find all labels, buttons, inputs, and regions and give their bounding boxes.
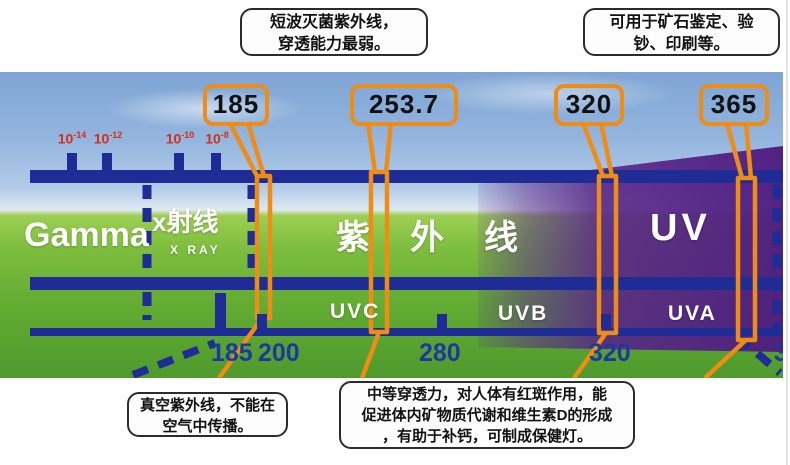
pointer-185-tail-right [245,122,267,177]
lower-tick-320 [601,314,611,328]
band-label-gamma: Gamma [24,216,149,254]
callout-uva-use-line1: 可用于矿石鉴定、验 [609,14,754,31]
upper-tick-1 [67,153,77,171]
callout-germicidal: 短波灭菌紫外线， 穿透能力最弱。 [240,8,428,56]
pointer-253-diagonal [359,331,382,378]
callout-vacuum-uv: 真空紫外线，不能在 空气中传播。 [127,392,288,437]
wavelength-bubble-253: 253.7 [350,84,458,126]
subband-label-uvb: UVB [498,302,549,325]
scale-number-200: 200 [258,339,300,367]
spectrum-top-bar [30,170,783,183]
callout-uvb-line1: 中等穿透力，对人体有红斑作用，能 [366,386,607,403]
callout-uvb-line2: 促进体内矿物质代谢和维生素D的形成 [361,407,613,424]
upper-tick-2 [102,153,112,171]
callout-vacuum-uv-line2: 空气中传播。 [162,418,253,435]
band-label-xray-cn: x射线 [152,207,219,237]
callout-germicidal-line1: 短波灭菌紫外线， [269,14,398,31]
pointer-320-tail-left [580,122,606,177]
callout-uvb-line3: ，有助于补钙，可制成保健灯。 [381,428,592,445]
right-edge-line [786,0,788,465]
exp-label-2: 10-12 [93,130,123,147]
lower-tick-280 [437,314,447,328]
callout-uva-use-line2: 钞、印刷等。 [633,36,730,53]
callout-uvb: 中等穿透力，对人体有红斑作用，能 促进体内矿物质代谢和维生素D的形成 ，有助于补… [339,381,635,449]
lower-tick-200 [257,314,267,328]
scale-number-185: 185 [211,339,253,367]
spectrum-bottom-bar [30,277,783,290]
callout-uva-use: 可用于矿石鉴定、验 钞、印刷等。 [583,8,780,56]
lower-tick-185 [215,293,226,328]
exp-label-4: 10-8 [205,130,229,147]
scale-number-right-clipped: 3 [774,339,783,367]
wavelength-bubble-185: 185 [203,84,269,126]
band-label-uv-en: UV [650,207,711,249]
subband-label-uva: UVA [668,302,717,325]
band-label-xray-en: X RAY [170,243,221,257]
pointer-253-tail-right [383,122,394,173]
callout-germicidal-line2: 穿透能力最弱。 [277,36,390,53]
pointer-253-tail-left [365,122,378,173]
exp-label-1: 10-14 [57,130,87,147]
wavelength-bubble-365: 365 [699,84,769,126]
wavelength-scale-line [30,328,783,336]
sky-grass-photo: 10-14 10-12 10-10 10-8 [0,72,783,378]
band-label-uv-cn: 紫外线 [336,219,558,257]
upper-tick-4 [211,153,221,171]
subband-label-uvc: UVC [330,300,381,323]
upper-tick-3 [174,153,184,171]
scale-number-320: 320 [589,339,631,367]
wavelength-bubble-320: 320 [554,84,624,126]
scale-number-280: 280 [419,339,461,367]
pointer-185-box [254,173,273,321]
callout-vacuum-uv-line1: 真空紫外线，不能在 [139,397,275,414]
exp-label-3: 10-10 [165,130,195,147]
